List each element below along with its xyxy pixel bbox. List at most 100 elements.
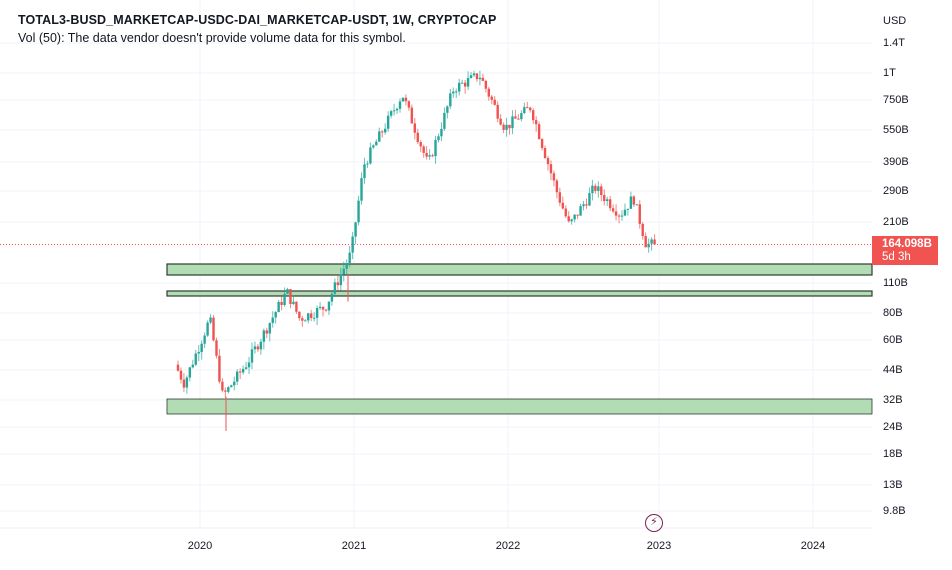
candle-body [591, 185, 594, 194]
candle-body [209, 317, 212, 323]
candle-body [523, 107, 526, 114]
candle-body [623, 209, 627, 216]
candle-body [493, 99, 496, 105]
candle-body [224, 390, 227, 392]
candle-body [188, 367, 192, 378]
candle-body [440, 128, 443, 137]
price-axis-label: 750B [883, 94, 909, 106]
candle-body [345, 263, 348, 269]
candle-body [552, 173, 556, 181]
candle-body [182, 379, 186, 388]
candle-body [295, 301, 298, 312]
candle-body [460, 82, 464, 84]
candle-body [339, 274, 342, 286]
candle-body [422, 146, 425, 153]
candle-body [416, 132, 419, 143]
price-axis-label: 110B [883, 277, 908, 289]
candle-body [381, 131, 384, 133]
time-axis-label: 2024 [800, 540, 826, 552]
price-axis-label: 550B [883, 124, 909, 136]
candle-body [221, 381, 224, 391]
price-axis-label: 60B [883, 334, 903, 346]
support-zone[interactable] [166, 398, 873, 415]
candle-body [496, 104, 499, 119]
candle-body [428, 155, 431, 157]
candle-body [318, 306, 322, 309]
candle-body [576, 214, 579, 216]
candle-body [463, 82, 467, 87]
price-axis-label: 290B [883, 185, 909, 197]
candle-body [407, 101, 411, 108]
candle-body [310, 313, 313, 318]
candle-body [386, 115, 390, 129]
candle-body [620, 215, 624, 217]
candle-body [540, 139, 544, 149]
candle-body [653, 239, 656, 245]
candle-body [508, 124, 511, 129]
candle-body [375, 141, 378, 146]
candle-body [410, 107, 414, 124]
candle-body [588, 193, 591, 206]
candle-body [179, 370, 183, 380]
candle-body [253, 346, 257, 350]
candle-body [466, 78, 470, 87]
candle-body [197, 352, 200, 354]
candle-body [526, 107, 529, 109]
candle-body [280, 301, 283, 306]
candle-body [360, 178, 363, 201]
candle-body [283, 293, 286, 306]
candle-body [641, 223, 644, 237]
candle-body [511, 116, 514, 129]
candle-body [191, 364, 194, 368]
price-axis-label: 1.4T [883, 37, 906, 49]
candle-body [336, 282, 340, 286]
candle-body [265, 330, 268, 334]
candle-body [546, 158, 550, 165]
candle-body [348, 252, 351, 264]
candle-body [582, 204, 585, 207]
candle-body [534, 120, 538, 125]
support-zone[interactable] [166, 263, 873, 276]
volume-note: Vol (50): The data vendor doesn't provid… [18, 31, 406, 45]
lightning-icon[interactable]: ⚡︎ [645, 514, 663, 532]
price-axis-label: 44B [883, 364, 903, 376]
candle-body [354, 222, 357, 237]
candle-body [200, 343, 203, 353]
candle-body [455, 91, 458, 93]
time-axis-label: 2023 [646, 540, 672, 552]
candle-body [564, 208, 567, 217]
candle-body [330, 293, 334, 302]
candle-body [241, 368, 245, 373]
candle-body [431, 155, 434, 157]
candle-body [484, 80, 488, 89]
candle-body [324, 309, 328, 311]
candle-body [452, 91, 455, 94]
candle-body [532, 110, 535, 121]
candle-body [271, 317, 274, 324]
candle-body [372, 145, 375, 148]
candle-body [233, 381, 236, 386]
candle-body [244, 367, 248, 369]
bar-countdown: 5d 3h [882, 251, 911, 263]
candle-body [597, 186, 600, 191]
candle-body [458, 82, 461, 92]
candle-body [312, 317, 316, 319]
candle-body [443, 112, 446, 129]
candle-body [218, 355, 221, 382]
candle-body [401, 97, 405, 102]
candle-body [475, 73, 479, 80]
currency-unit[interactable]: USD [883, 15, 907, 27]
time-axis-label: 2020 [187, 540, 213, 552]
candle-body [212, 317, 215, 341]
candle-body [384, 128, 387, 133]
candle-body [256, 346, 260, 350]
price-axis-label: 1T [883, 67, 896, 79]
candle-body [250, 349, 254, 363]
candle-body [398, 101, 402, 109]
candle-body [369, 147, 372, 164]
candle-body [419, 142, 422, 147]
candle-body [594, 185, 597, 191]
support-zone[interactable] [166, 290, 873, 297]
